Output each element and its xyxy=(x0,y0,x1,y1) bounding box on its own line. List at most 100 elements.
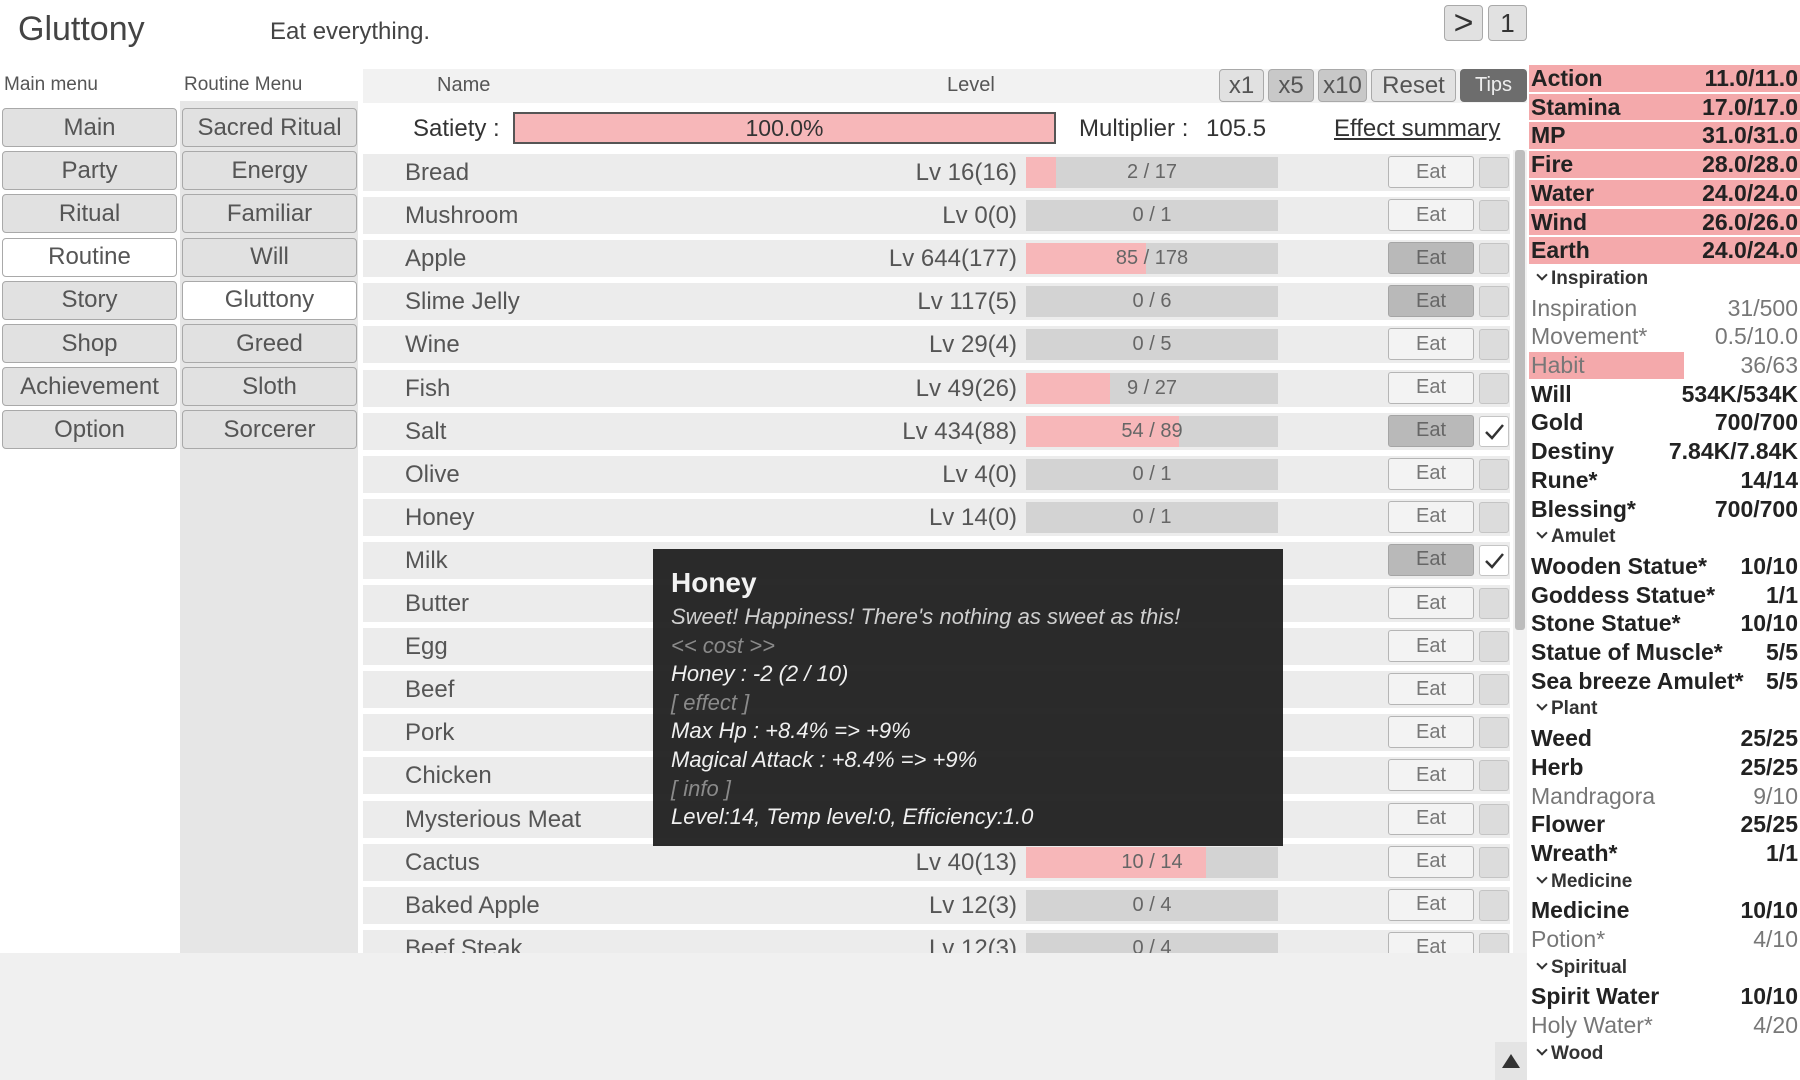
eat-button[interactable]: Eat xyxy=(1388,845,1474,878)
status-bar xyxy=(1529,122,1800,150)
scrollbar-thumb[interactable] xyxy=(1515,150,1525,630)
menu-button[interactable]: Routine xyxy=(2,237,177,277)
status-panel: Action 11.0/11.0 Stamina 17.0/17.0 MP 31.0/31… xyxy=(1529,64,1800,1080)
effect-summary-link[interactable]: Effect summary xyxy=(1334,115,1501,142)
menu-button[interactable]: Energy xyxy=(182,151,357,191)
menu-button[interactable]: Sorcerer xyxy=(182,410,357,450)
food-level: Lv 49(26) xyxy=(915,374,1017,402)
eat-button[interactable]: Eat xyxy=(1388,199,1474,232)
speed-button[interactable]: Tips xyxy=(1460,69,1527,102)
section-header[interactable]: Wood xyxy=(1529,1040,1800,1069)
speed-button[interactable]: x10 xyxy=(1318,69,1367,102)
eat-button[interactable]: Eat xyxy=(1388,630,1474,663)
eat-button[interactable]: Eat xyxy=(1388,673,1474,706)
status-bar xyxy=(1529,208,1800,236)
section-header[interactable]: Medicine xyxy=(1529,868,1800,897)
auto-checkbox[interactable] xyxy=(1479,329,1509,361)
food-level: Lv 434(88) xyxy=(902,417,1017,445)
status-value: 14/14 xyxy=(1740,466,1798,493)
menu-button[interactable]: Ritual xyxy=(2,194,177,234)
tooltip-line: Sweet! Happiness! There's nothing as swe… xyxy=(671,604,1181,629)
nav-button[interactable]: 1 xyxy=(1488,5,1527,41)
eat-button[interactable]: Eat xyxy=(1388,888,1474,921)
status-name: Action xyxy=(1531,65,1603,91)
auto-checkbox[interactable] xyxy=(1479,588,1509,619)
menu-button[interactable]: Option xyxy=(2,410,177,450)
food-level: Lv 0(0) xyxy=(942,202,1017,230)
eat-button[interactable]: Eat xyxy=(1388,500,1474,533)
auto-checkbox[interactable] xyxy=(1479,501,1509,533)
progress-label: 2 / 17 xyxy=(1126,161,1178,183)
status-name: Sea breeze Amulet* xyxy=(1531,667,1744,694)
eat-button[interactable]: Eat xyxy=(1388,802,1474,835)
status-name: Inspiration xyxy=(1531,294,1638,321)
menu-button[interactable]: Story xyxy=(2,280,177,320)
speed-button[interactable]: x1 xyxy=(1219,69,1264,102)
status-name: Movement* xyxy=(1531,323,1648,350)
status-name: Wreath* xyxy=(1531,839,1618,866)
eat-button[interactable]: Eat xyxy=(1388,587,1474,619)
eat-button[interactable]: Eat xyxy=(1388,414,1474,447)
status-value: 10/10 xyxy=(1740,897,1798,924)
scroll-top-button[interactable] xyxy=(1495,1042,1527,1080)
food-level: Lv 14(0) xyxy=(928,503,1017,531)
auto-checkbox[interactable] xyxy=(1479,846,1509,878)
eat-button[interactable]: Eat xyxy=(1388,716,1474,749)
eat-button[interactable]: Eat xyxy=(1388,242,1474,275)
menu-button[interactable]: Familiar xyxy=(182,194,357,234)
nav-button[interactable]: > xyxy=(1444,4,1483,42)
eat-button[interactable]: Eat xyxy=(1388,156,1474,188)
scrollbar-track xyxy=(1513,150,1527,953)
auto-checkbox[interactable] xyxy=(1479,458,1509,490)
menu-button[interactable]: Sacred Ritual xyxy=(182,108,357,147)
auto-checkbox[interactable] xyxy=(1479,717,1509,749)
menu-button[interactable]: Gluttony xyxy=(182,280,357,320)
auto-checkbox[interactable] xyxy=(1479,415,1509,447)
eat-button[interactable]: Eat xyxy=(1388,931,1474,953)
section-header[interactable]: Amulet xyxy=(1529,523,1800,552)
tooltip: Honey Sweet! Happiness! There's nothing a… xyxy=(653,549,1283,846)
eat-button[interactable]: Eat xyxy=(1388,543,1474,576)
auto-checkbox[interactable] xyxy=(1479,631,1509,663)
menu-button[interactable]: Achievement xyxy=(2,367,177,407)
status-value: 36/63 xyxy=(1740,352,1798,378)
section-header[interactable]: Plant xyxy=(1529,695,1800,724)
food-name: Bread xyxy=(405,159,470,186)
eat-button[interactable]: Eat xyxy=(1388,759,1474,792)
speed-button[interactable]: Reset xyxy=(1371,69,1456,102)
menu-button[interactable]: Will xyxy=(182,237,357,277)
auto-checkbox[interactable] xyxy=(1479,372,1509,404)
food-row: Slime Jelly Lv 117(5) 0 / 6 Eat xyxy=(363,283,1510,321)
speed-button[interactable]: x5 xyxy=(1268,69,1314,102)
auto-checkbox[interactable] xyxy=(1479,674,1509,706)
eat-button[interactable]: Eat xyxy=(1388,371,1474,404)
menu-button[interactable]: Main xyxy=(2,108,177,147)
menu-button[interactable]: Sloth xyxy=(182,367,357,407)
status-name: Blessing* xyxy=(1531,495,1636,522)
eat-button[interactable]: Eat xyxy=(1388,285,1474,318)
section-header[interactable]: Spiritual xyxy=(1529,954,1800,983)
status-row: Habit 36/63 xyxy=(1529,351,1800,380)
status-name: Spirit Water xyxy=(1531,983,1660,1010)
satiety-fill xyxy=(515,114,1054,142)
auto-checkbox[interactable] xyxy=(1479,200,1509,232)
menu-button[interactable]: Party xyxy=(2,151,177,191)
auto-checkbox[interactable] xyxy=(1479,932,1509,953)
eat-button[interactable]: Eat xyxy=(1388,328,1474,361)
menu-label: Main menu xyxy=(4,74,98,95)
section-header[interactable]: Inspiration xyxy=(1529,265,1800,294)
auto-checkbox[interactable] xyxy=(1479,889,1509,921)
auto-checkbox[interactable] xyxy=(1479,286,1509,318)
auto-checkbox[interactable] xyxy=(1479,544,1509,576)
auto-checkbox[interactable] xyxy=(1479,760,1509,792)
auto-checkbox[interactable] xyxy=(1479,803,1509,835)
eat-button[interactable]: Eat xyxy=(1388,457,1474,490)
menu-button[interactable]: Shop xyxy=(2,324,177,363)
status-row: Spirit Water 10/10 xyxy=(1529,982,1800,1011)
auto-checkbox[interactable] xyxy=(1479,243,1509,275)
status-bar xyxy=(1529,65,1800,92)
auto-checkbox[interactable] xyxy=(1479,157,1509,188)
status-value: 31/500 xyxy=(1727,294,1798,321)
menu-button[interactable]: Greed xyxy=(182,324,357,363)
